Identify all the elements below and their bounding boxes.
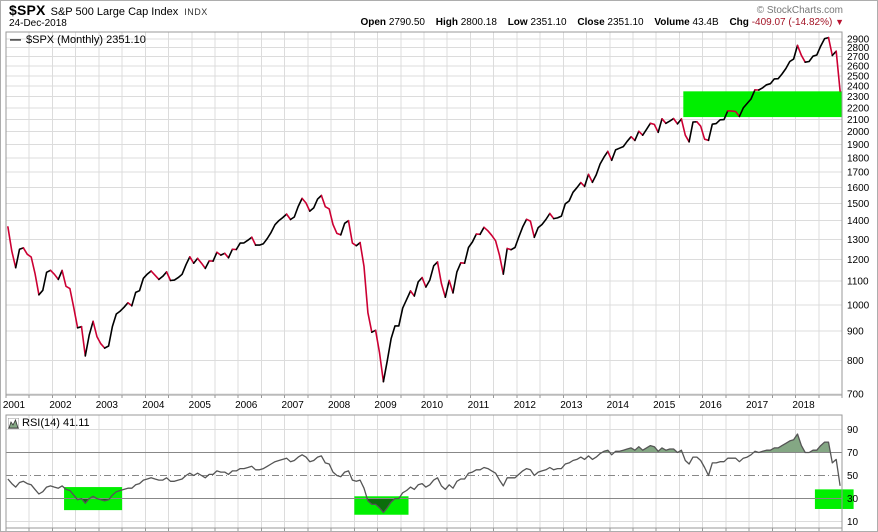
low-value: 2351.10 — [530, 17, 567, 28]
svg-text:30: 30 — [847, 494, 859, 505]
svg-text:1600: 1600 — [847, 183, 870, 194]
svg-text:10: 10 — [847, 517, 859, 528]
svg-text:2008: 2008 — [328, 400, 351, 411]
rsi-legend: RSI(14) 41.11 — [8, 417, 90, 429]
low-label: Low — [507, 17, 528, 28]
svg-text:2600: 2600 — [847, 62, 870, 73]
svg-text:2009: 2009 — [374, 400, 397, 411]
svg-text:1000: 1000 — [847, 300, 870, 311]
high-value: 2800.18 — [460, 17, 497, 28]
line-swatch-icon: — — [10, 34, 21, 46]
index-name: S&P 500 Large Cap Index — [50, 6, 179, 18]
volume-value: 43.4B — [692, 17, 719, 28]
down-triangle-icon: ▼ — [835, 17, 844, 27]
svg-text:2002: 2002 — [49, 400, 72, 411]
svg-text:2500: 2500 — [847, 71, 870, 82]
open-value: 2790.50 — [388, 17, 425, 28]
svg-text:2300: 2300 — [847, 92, 870, 103]
close-label: Close — [577, 17, 605, 28]
svg-text:2006: 2006 — [235, 400, 258, 411]
svg-text:2011: 2011 — [468, 400, 490, 411]
svg-text:1900: 1900 — [847, 140, 870, 151]
svg-text:2010: 2010 — [421, 400, 444, 411]
price-legend-text: $SPX (Monthly) 2351.10 — [26, 34, 146, 46]
rsi-legend-text: RSI(14) 41.11 — [22, 417, 90, 429]
svg-text:2007: 2007 — [282, 400, 305, 411]
svg-text:2015: 2015 — [653, 400, 676, 411]
svg-text:700: 700 — [847, 389, 864, 400]
svg-text:2003: 2003 — [96, 400, 119, 411]
svg-text:2900: 2900 — [847, 34, 870, 45]
svg-text:2400: 2400 — [847, 82, 870, 93]
svg-text:1300: 1300 — [847, 235, 870, 246]
svg-text:2013: 2013 — [560, 400, 583, 411]
svg-text:2000: 2000 — [847, 127, 870, 138]
svg-text:1200: 1200 — [847, 255, 870, 266]
svg-text:2800: 2800 — [847, 43, 870, 54]
svg-text:2012: 2012 — [514, 400, 537, 411]
svg-text:50: 50 — [847, 471, 859, 482]
chart-title-row: $SPX S&P 500 Large Cap Index INDX — [9, 2, 208, 20]
open-label: Open — [360, 17, 387, 28]
svg-text:1400: 1400 — [847, 216, 870, 227]
area-chart-icon — [8, 417, 19, 429]
svg-text:1800: 1800 — [847, 153, 870, 164]
change-value: -409.07 (-14.82%) — [751, 17, 833, 28]
quote-strip: Open 2790.50 High 2800.18 Low 2351.10 Cl… — [360, 17, 844, 28]
copyright-label: © StockCharts.com — [756, 5, 843, 16]
volume-label: Volume — [654, 17, 690, 28]
svg-text:1700: 1700 — [847, 168, 870, 179]
svg-text:2001: 2001 — [3, 400, 26, 411]
svg-text:2016: 2016 — [700, 400, 723, 411]
svg-text:70: 70 — [847, 448, 859, 459]
change-label: Chg — [729, 17, 749, 28]
svg-text:2200: 2200 — [847, 103, 870, 114]
price-legend: — $SPX (Monthly) 2351.10 — [10, 34, 146, 46]
svg-text:90: 90 — [847, 425, 859, 436]
symbol-label: $SPX — [9, 2, 46, 18]
exchange-label: INDX — [184, 7, 208, 17]
svg-text:2004: 2004 — [142, 400, 165, 411]
svg-text:2700: 2700 — [847, 52, 870, 63]
chart-date: 24-Dec-2018 — [9, 18, 67, 29]
svg-text:800: 800 — [847, 356, 864, 367]
svg-text:1500: 1500 — [847, 199, 870, 210]
svg-text:2005: 2005 — [189, 400, 212, 411]
svg-text:2018: 2018 — [792, 400, 815, 411]
close-value: 2351.10 — [607, 17, 644, 28]
svg-text:900: 900 — [847, 327, 864, 338]
svg-text:2100: 2100 — [847, 115, 870, 126]
svg-text:1100: 1100 — [847, 277, 869, 288]
svg-text:2017: 2017 — [746, 400, 769, 411]
high-label: High — [435, 17, 458, 28]
svg-text:2014: 2014 — [607, 400, 630, 411]
